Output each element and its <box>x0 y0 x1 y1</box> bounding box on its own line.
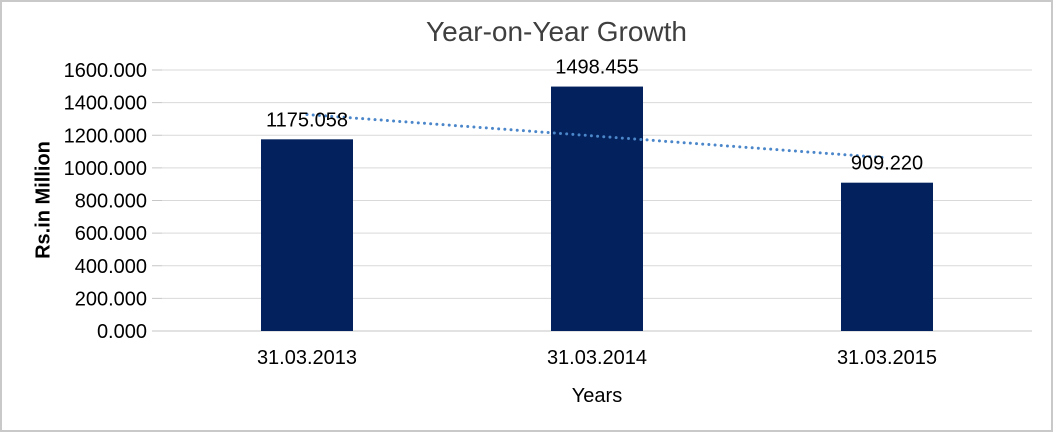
trendline <box>305 113 889 160</box>
y-tick-label: 400.000 <box>75 256 147 278</box>
y-tick-label: 200.000 <box>75 288 147 310</box>
y-axis-title: Rs.in Million <box>32 141 55 259</box>
x-axis-title: Years <box>571 385 623 407</box>
data-label: 909.220 <box>851 153 923 175</box>
bar-31.03.2015 <box>841 182 933 331</box>
y-tick-label: 1000.000 <box>64 158 147 180</box>
bar-31.03.2013 <box>261 139 353 331</box>
data-label: 1175.058 <box>266 109 348 131</box>
x-tick-label: 31.03.2013 <box>257 347 357 369</box>
y-tick-label: 600.000 <box>75 223 147 245</box>
x-tick-label: 31.03.2015 <box>837 347 937 369</box>
y-tick-label: 1600.000 <box>64 60 147 82</box>
y-tick-label: 1400.000 <box>64 93 147 115</box>
chart-title: Year-on-Year Growth <box>426 16 687 47</box>
y-tick-label: 800.000 <box>75 191 147 213</box>
bar-31.03.2014 <box>551 86 643 331</box>
y-tick-label: 1200.000 <box>64 125 147 147</box>
y-tick-label: 0.000 <box>97 321 147 343</box>
x-tick-label: 31.03.2014 <box>547 347 647 369</box>
data-label: 1498.455 <box>555 57 638 79</box>
